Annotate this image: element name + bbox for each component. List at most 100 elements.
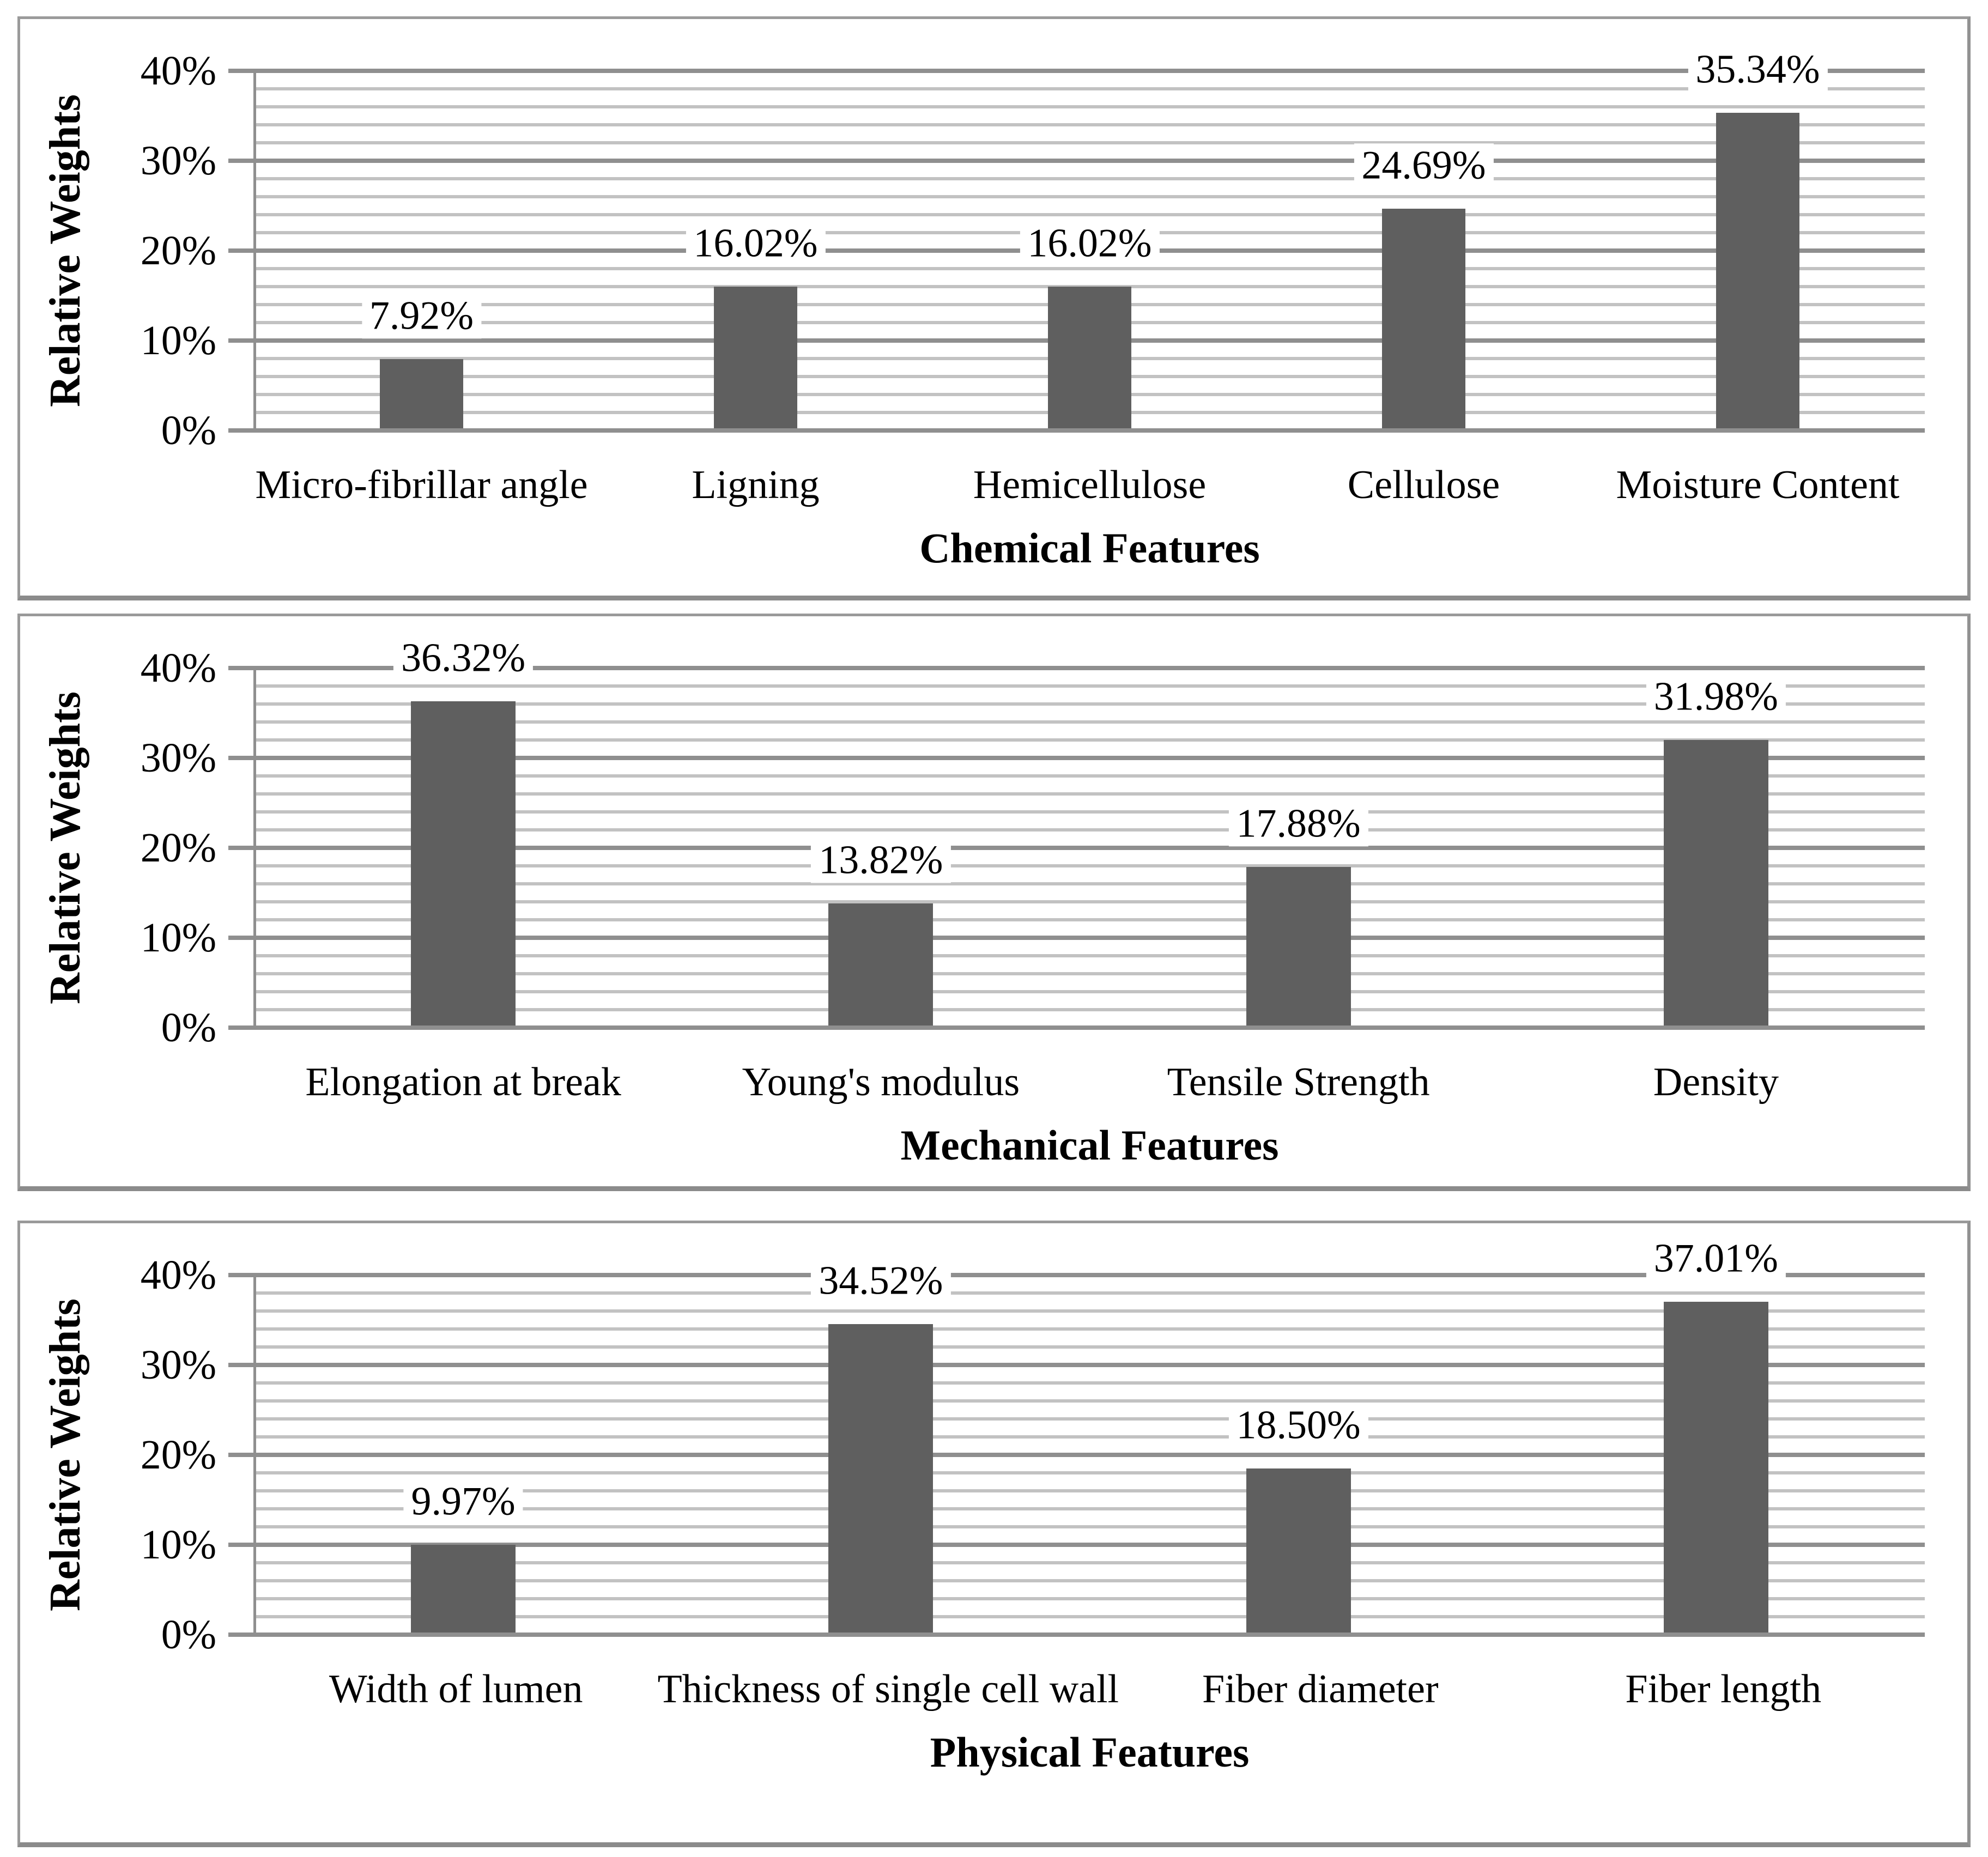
y-axis-tick (228, 846, 254, 850)
bar-value-label: 34.52% (811, 1259, 951, 1304)
x-category-label: Width of lumen (329, 1667, 583, 1712)
y-axis-tick (228, 1543, 254, 1547)
y-tick-label: 40% (140, 645, 216, 691)
gridline-minor (254, 918, 1925, 921)
bar (380, 359, 463, 430)
y-tick-label: 0% (161, 1612, 216, 1658)
y-axis-line (253, 69, 256, 433)
gridline-minor (254, 123, 1925, 126)
gridline-minor (254, 105, 1925, 108)
x-category-label: Hemicellulose (973, 463, 1207, 507)
x-category-label: Ligning (692, 463, 820, 507)
y-axis-tick (228, 1273, 254, 1277)
bar-value-label: 7.92% (361, 294, 482, 339)
gridline-minor (254, 1615, 1925, 1618)
bar (1664, 740, 1768, 1028)
x-category-label: Fiber length (1625, 1667, 1822, 1712)
x-axis-title: Chemical Features (919, 524, 1260, 572)
gridline-major (254, 1363, 1925, 1367)
chart-panel-inner: Relative Weights 0% 10% 20% 30% 40% 36.32% 13.… (20, 616, 1967, 1186)
bar-value-label: 35.34% (1688, 47, 1828, 92)
y-axis-tick (228, 936, 254, 940)
gridline-minor (254, 1471, 1925, 1474)
y-axis-tick (228, 666, 254, 670)
bar (411, 1545, 516, 1635)
gridline-minor (254, 1381, 1925, 1385)
chart-panel-mechanical-features: Relative Weights 0% 10% 20% 30% 40% 36.32% 13.… (17, 614, 1971, 1191)
gridline-minor (254, 684, 1925, 688)
gridline-major (254, 936, 1925, 940)
y-axis-tick (228, 428, 254, 433)
x-category-label: Elongation at break (305, 1060, 621, 1105)
bar-value-label: 36.32% (393, 636, 534, 681)
y-tick-label: 10% (140, 915, 216, 961)
gridline-minor (254, 177, 1925, 180)
bar-value-label: 16.02% (686, 221, 826, 266)
gridline-minor (254, 864, 1925, 867)
chart-panel-inner: Relative Weights 0% 10% 20% 30% 40% 9.97% 34.5… (20, 1223, 1967, 1842)
gridline-minor (254, 1345, 1925, 1349)
y-tick-label: 40% (140, 48, 216, 94)
x-category-labels-row: Micro-fibrillar angle Ligning Hemicellulos… (254, 463, 1925, 507)
gridline-minor (254, 774, 1925, 778)
gridline-major (254, 69, 1925, 73)
bar (1716, 112, 1799, 430)
x-category-label: Young's modulus (742, 1060, 1020, 1105)
gridline-major (254, 1273, 1925, 1277)
gridline-minor (254, 810, 1925, 814)
gridline-minor (254, 1008, 1925, 1011)
bar (1048, 286, 1131, 430)
plot-area: 0% 10% 20% 30% 40% 9.97% 34.52% 18.50% 37.01% (141, 1236, 1925, 1655)
x-category-label: Density (1653, 1060, 1779, 1105)
x-category-label: Cellulose (1347, 463, 1500, 507)
y-axis-tick (228, 69, 254, 73)
chart-panel-chemical-features: Relative Weights 0% 10% 20% 30% 40% 7.92% 16.0… (17, 16, 1971, 600)
bar-value-label: 24.69% (1354, 143, 1494, 188)
gridline-minor (254, 828, 1925, 832)
chart-panel-physical-features: Relative Weights 0% 10% 20% 30% 40% 9.97% 34.5… (17, 1221, 1971, 1847)
y-tick-label: 20% (140, 825, 216, 871)
y-axis-tick (228, 1453, 254, 1457)
y-axis-tick (228, 1025, 254, 1030)
x-category-labels-row: Width of lumen Thickness of single cell w… (254, 1667, 1925, 1712)
bar (828, 1324, 933, 1635)
bar-value-label: 31.98% (1646, 675, 1786, 720)
y-axis-tick (228, 338, 254, 343)
x-axis-title: Mechanical Features (900, 1121, 1279, 1169)
y-axis-tick (228, 756, 254, 760)
y-axis-line (253, 1273, 256, 1637)
gridline-minor (254, 720, 1925, 724)
y-tick-label: 20% (140, 228, 216, 274)
gridline-minor (254, 1291, 1925, 1295)
gridline-major (254, 666, 1925, 670)
y-tick-label: 30% (140, 1342, 216, 1388)
x-axis-baseline (254, 1633, 1925, 1637)
gridline-minor (254, 882, 1925, 885)
y-tick-label: 30% (140, 735, 216, 781)
gridline-major (254, 756, 1925, 760)
x-category-label: Fiber diameter (1202, 1667, 1439, 1712)
chart-panel-inner: Relative Weights 0% 10% 20% 30% 40% 7.92% 16.0… (20, 19, 1967, 596)
gridline-minor (254, 792, 1925, 796)
x-axis-baseline (254, 1025, 1925, 1030)
bar-value-label: 17.88% (1228, 802, 1368, 846)
bar (1246, 1468, 1351, 1635)
y-tick-label: 10% (140, 318, 216, 363)
x-axis-baseline (254, 428, 1925, 433)
bar (1664, 1302, 1768, 1635)
x-category-label: Tensile Strength (1167, 1060, 1430, 1105)
gridline-minor (254, 1507, 1925, 1510)
x-category-label: Moisture Content (1616, 463, 1900, 507)
gridline-minor (254, 1435, 1925, 1439)
gridline-minor (254, 1597, 1925, 1600)
y-tick-label: 10% (140, 1522, 216, 1568)
y-tick-label: 30% (140, 138, 216, 184)
gridline-major (254, 846, 1925, 850)
gridline-major (254, 1453, 1925, 1457)
bar-value-label: 9.97% (403, 1479, 523, 1525)
x-category-labels-row: Elongation at break Young's modulus Tensil… (254, 1060, 1925, 1105)
gridline-minor (254, 990, 1925, 993)
gridline-minor (254, 1327, 1925, 1331)
gridline-minor (254, 267, 1925, 270)
y-axis-tick (228, 1633, 254, 1637)
